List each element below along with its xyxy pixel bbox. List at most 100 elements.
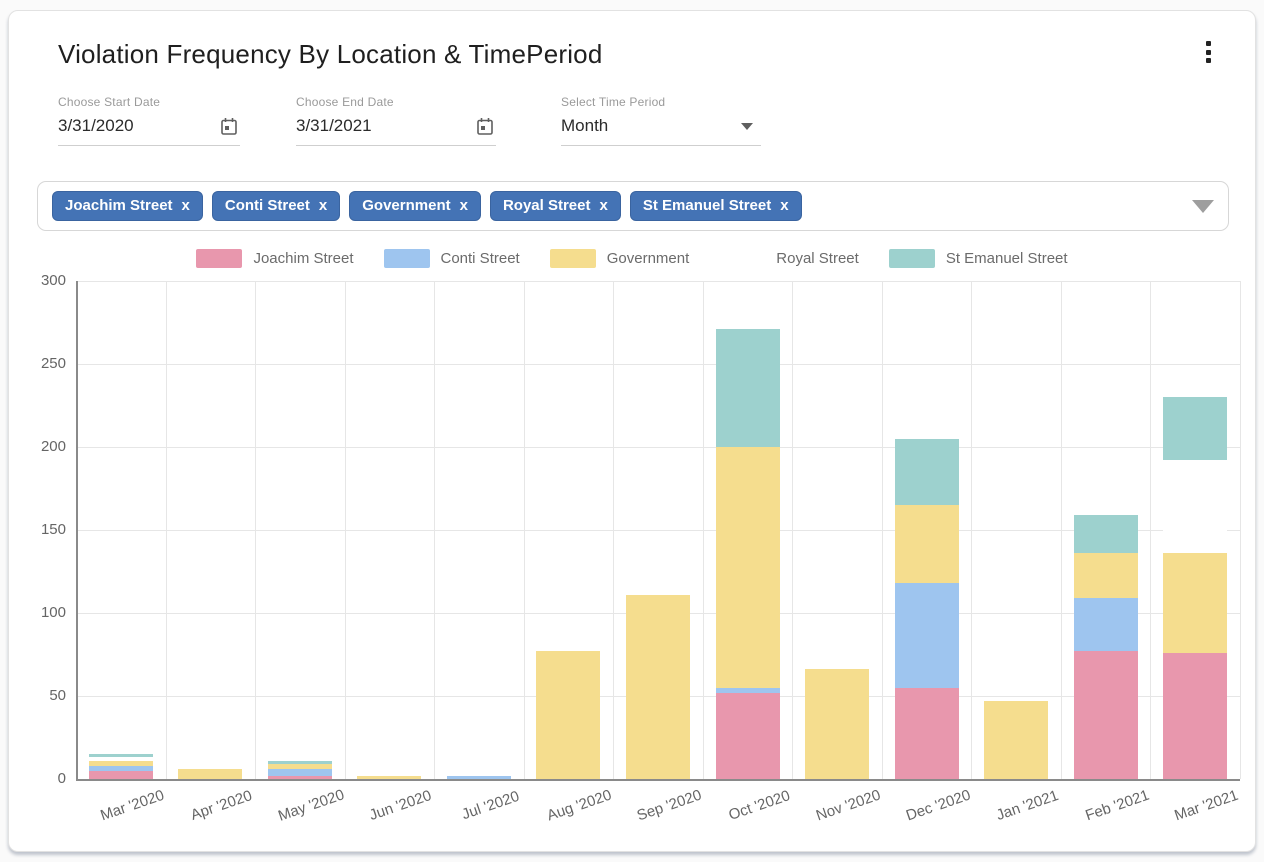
location-chip[interactable]: Conti Street x bbox=[211, 191, 341, 221]
stacked-bar[interactable] bbox=[357, 775, 422, 779]
dropdown-arrow-icon[interactable] bbox=[741, 122, 753, 130]
legend-item[interactable]: Conti Street bbox=[383, 249, 520, 268]
x-axis-tick-label: Dec '2020 bbox=[903, 786, 973, 825]
bar-segment[interactable] bbox=[88, 765, 153, 771]
end-date-field: Choose End Date 3/31/2021 bbox=[296, 95, 496, 153]
gridline bbox=[881, 281, 883, 779]
chart-legend: Joachim Street Conti Street Government Roya… bbox=[9, 249, 1255, 268]
bar-segment[interactable] bbox=[715, 687, 780, 693]
bar-segment[interactable] bbox=[446, 775, 511, 779]
bar-segment[interactable] bbox=[715, 447, 780, 688]
bar-segment[interactable] bbox=[894, 687, 959, 779]
x-axis-tick-label: Mar '2020 bbox=[98, 786, 167, 825]
bar-segment[interactable] bbox=[267, 769, 332, 776]
stacked-bar[interactable] bbox=[536, 651, 601, 779]
legend-item[interactable]: St Emanuel Street bbox=[888, 249, 1068, 268]
x-axis-tick-label: Jan '2021 bbox=[994, 786, 1061, 825]
stacked-bar[interactable] bbox=[805, 669, 870, 779]
legend-swatch bbox=[719, 249, 766, 268]
bar-segment[interactable] bbox=[715, 329, 780, 448]
bar-segment[interactable] bbox=[267, 760, 332, 765]
chip-label: Conti Street bbox=[224, 197, 310, 214]
legend-swatch bbox=[888, 249, 935, 268]
bar-segment[interactable] bbox=[1073, 515, 1138, 554]
chip-label: Government bbox=[362, 197, 451, 214]
bar-segment[interactable] bbox=[178, 769, 243, 779]
bar-segment[interactable] bbox=[1163, 553, 1228, 653]
calendar-icon[interactable] bbox=[476, 117, 494, 136]
dropdown-arrow-icon[interactable] bbox=[1192, 199, 1214, 213]
bar-segment[interactable] bbox=[88, 757, 153, 761]
x-axis-tick-label: Apr '2020 bbox=[188, 787, 255, 824]
y-axis-tick-label: 200 bbox=[40, 438, 66, 455]
chip-label: St Emanuel Street bbox=[642, 197, 772, 214]
location-chip[interactable]: Royal Street x bbox=[489, 191, 621, 221]
legend-label: Conti Street bbox=[440, 250, 520, 267]
bar-segment[interactable] bbox=[357, 775, 422, 779]
location-multiselect[interactable]: Joachim Street x Conti Street x Government x R… bbox=[37, 181, 1229, 231]
start-date-input[interactable]: 3/31/2020 bbox=[58, 116, 134, 135]
legend-label: Joachim Street bbox=[253, 250, 354, 267]
location-chip[interactable]: St Emanuel Street x bbox=[629, 191, 802, 221]
stacked-bar[interactable] bbox=[626, 594, 690, 779]
chip-remove-icon[interactable]: x bbox=[318, 197, 328, 214]
calendar-icon[interactable] bbox=[220, 117, 238, 136]
bar-segment[interactable] bbox=[894, 583, 959, 688]
bar-segment[interactable] bbox=[805, 669, 870, 779]
legend-item[interactable]: Royal Street bbox=[719, 249, 859, 268]
bar-segment[interactable] bbox=[88, 770, 153, 779]
bar-segment[interactable] bbox=[267, 764, 332, 770]
stacked-bar[interactable] bbox=[1073, 515, 1138, 779]
page-title: Violation Frequency By Location & TimePe… bbox=[58, 39, 603, 69]
x-axis-tick-label: Feb '2021 bbox=[1082, 786, 1152, 825]
bar-segment[interactable] bbox=[984, 700, 1049, 779]
bar-segment[interactable] bbox=[894, 505, 959, 584]
stacked-bar[interactable] bbox=[88, 754, 153, 779]
end-date-input[interactable]: 3/31/2021 bbox=[296, 116, 372, 135]
x-axis-tick-label: Sep '2020 bbox=[634, 786, 704, 825]
y-axis-tick-label: 250 bbox=[40, 355, 66, 372]
bar-segment[interactable] bbox=[267, 775, 332, 779]
chip-remove-icon[interactable]: x bbox=[599, 197, 608, 214]
legend-item[interactable]: Joachim Street bbox=[196, 249, 354, 268]
bar-segment[interactable] bbox=[1163, 652, 1228, 779]
stacked-bar[interactable] bbox=[715, 329, 780, 779]
bar-segment[interactable] bbox=[1163, 460, 1228, 554]
stacked-bar[interactable] bbox=[1163, 397, 1228, 779]
bar-segment[interactable] bbox=[1073, 651, 1138, 779]
stacked-bar[interactable] bbox=[178, 769, 243, 779]
bar-segment[interactable] bbox=[1073, 553, 1138, 599]
kebab-menu-icon[interactable] bbox=[1199, 39, 1217, 65]
bar-segment[interactable] bbox=[88, 760, 153, 766]
location-chip[interactable]: Government x bbox=[349, 191, 481, 221]
x-axis-tick-label: Oct '2020 bbox=[726, 787, 792, 824]
chip-label: Joachim Street bbox=[65, 197, 173, 214]
time-period-select[interactable]: Month bbox=[561, 116, 609, 135]
stacked-bar[interactable] bbox=[446, 775, 511, 779]
stacked-bar[interactable] bbox=[894, 438, 959, 779]
bar-segment[interactable] bbox=[715, 692, 780, 779]
bar-segment[interactable] bbox=[536, 651, 601, 779]
stacked-bar[interactable] bbox=[984, 700, 1049, 779]
gridline bbox=[613, 281, 615, 779]
legend-label: Royal Street bbox=[776, 250, 859, 267]
bar-segment[interactable] bbox=[1073, 598, 1138, 652]
bar-segment[interactable] bbox=[88, 754, 153, 758]
legend-item[interactable]: Government bbox=[549, 249, 689, 268]
chip-remove-icon[interactable]: x bbox=[181, 197, 190, 214]
gridline bbox=[1060, 281, 1062, 779]
gridline bbox=[76, 530, 1240, 531]
bar-segment[interactable] bbox=[1163, 397, 1228, 461]
legend-swatch bbox=[196, 249, 243, 268]
location-chip[interactable]: Joachim Street x bbox=[52, 191, 203, 221]
stacked-bar[interactable] bbox=[267, 760, 332, 779]
chip-remove-icon[interactable]: x bbox=[780, 197, 789, 214]
bar-segment[interactable] bbox=[894, 438, 959, 506]
gridline bbox=[434, 281, 436, 779]
bar-segment[interactable] bbox=[626, 594, 690, 779]
y-axis-tick-label: 300 bbox=[40, 272, 66, 289]
y-axis-tick-label: 50 bbox=[49, 687, 66, 704]
y-axis-tick-label: 0 bbox=[57, 770, 66, 787]
chip-remove-icon[interactable]: x bbox=[459, 197, 468, 214]
x-axis-tick-label: Nov '2020 bbox=[813, 786, 883, 825]
